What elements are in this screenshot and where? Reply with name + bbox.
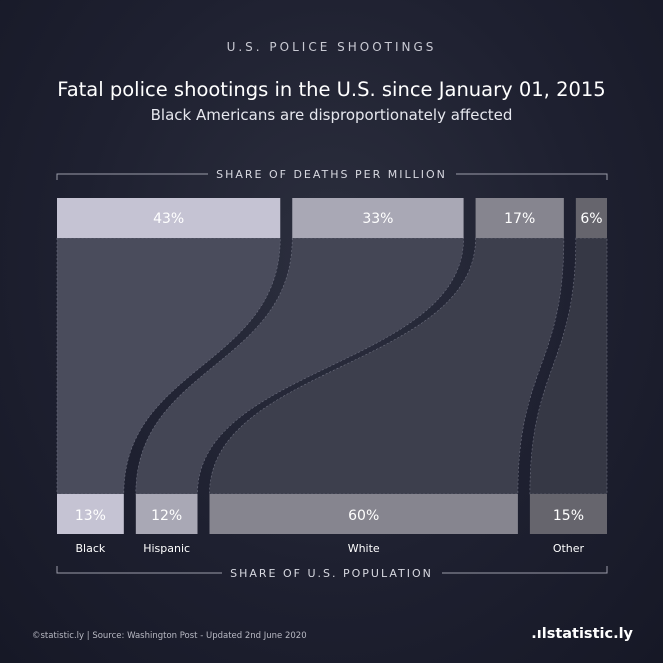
bottom-value-label-other: 15%	[553, 508, 584, 524]
kicker-title: U.S. POLICE SHOOTINGS	[226, 40, 437, 54]
bottom-bar-black	[57, 494, 124, 534]
bottom-bar-hispanic	[135, 494, 198, 534]
chart-title: Fatal police shootings in the U.S. since…	[57, 78, 606, 101]
bottom-axis-frame	[56, 566, 608, 574]
top-value-label-other: 6%	[580, 211, 602, 227]
top-bar-white	[475, 198, 564, 238]
category-label-hispanic: Hispanic	[143, 542, 190, 555]
bottom-bar-white	[209, 494, 518, 534]
top-axis-frame	[56, 173, 608, 180]
top-axis-title: SHARE OF DEATHS PER MILLION	[216, 168, 447, 181]
top-bar-hispanic	[292, 198, 464, 238]
bottom-axis-title: SHARE OF U.S. POPULATION	[230, 567, 433, 580]
ribbon-white	[209, 237, 565, 495]
top-value-label-hispanic: 33%	[362, 211, 393, 227]
category-label-other: Other	[553, 542, 585, 555]
bottom-value-label-hispanic: 12%	[151, 508, 182, 524]
top-value-label-black: 43%	[153, 211, 184, 227]
ribbon-black	[56, 237, 281, 495]
ribbon-group	[56, 237, 608, 495]
bottom-value-label-black: 13%	[75, 508, 106, 524]
bars-icon: .ıl	[531, 626, 547, 642]
top-value-label-white: 17%	[504, 211, 535, 227]
top-bar-black	[57, 198, 281, 238]
bottom-value-label-white: 60%	[348, 508, 379, 524]
ribbon-hispanic	[135, 237, 464, 495]
chart-subtitle: Black Americans are disproportionately a…	[150, 106, 513, 124]
brand-logo: .ılstatistic.ly	[531, 626, 633, 642]
source-footer: ©statistic.ly | Source: Washington Post …	[32, 631, 307, 641]
bottom-bar-other	[529, 494, 607, 534]
category-label-black: Black	[76, 542, 106, 555]
brand-name: statistic.ly	[546, 626, 633, 642]
top-bar-other	[575, 198, 607, 238]
category-label-white: White	[348, 542, 380, 555]
